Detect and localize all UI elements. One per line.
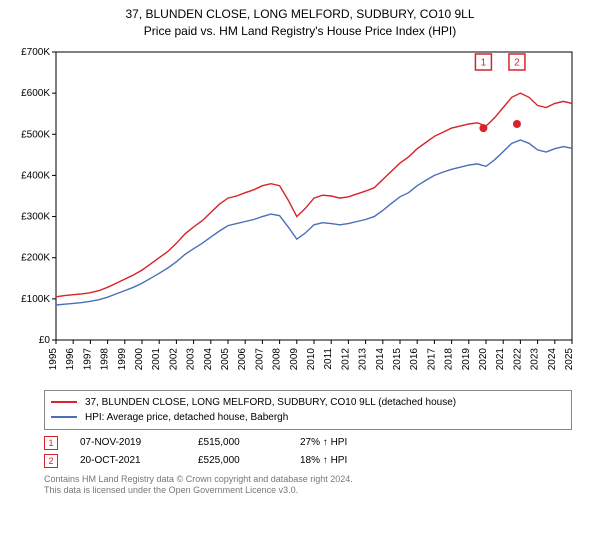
license-line2: This data is licensed under the Open Gov…	[44, 485, 572, 497]
x-tick-label: 2020	[478, 347, 489, 370]
x-tick-label: 2023	[530, 347, 541, 370]
sale-price: £515,000	[198, 437, 278, 448]
sale-price: £525,000	[198, 455, 278, 466]
x-tick-label: 2007	[254, 347, 265, 370]
x-tick-label: 2015	[392, 347, 403, 370]
sale-row-1: 2 20-OCT-2021 £525,000 18% ↑ HPI	[44, 452, 572, 470]
x-tick-label: 2000	[134, 347, 145, 370]
x-tick-label: 1999	[117, 347, 128, 370]
chart-svg: £0 £100K £200K £300K £400K £500K £600K £700K 199…	[10, 44, 590, 384]
x-tick-label: 2017	[426, 347, 437, 370]
x-tick-label: 2014	[375, 347, 386, 370]
x-tick-label: 1995	[48, 347, 59, 370]
y-tick-label: £400K	[21, 170, 50, 181]
series-line-1	[56, 140, 572, 305]
sale-hpi: 18% ↑ HPI	[300, 455, 380, 466]
x-tick-label: 1996	[65, 347, 76, 370]
x-tick-label: 2009	[289, 347, 300, 370]
x-tick-label: 1997	[82, 347, 93, 370]
annotation-label-1: 2	[514, 57, 520, 68]
chart-titles: 37, BLUNDEN CLOSE, LONG MELFORD, SUDBURY…	[0, 0, 600, 40]
y-tick-label: £0	[39, 335, 51, 346]
sale-row-0: 1 07-NOV-2019 £515,000 27% ↑ HPI	[44, 434, 572, 452]
x-tick-label: 2001	[151, 347, 162, 370]
sale-date: 20-OCT-2021	[80, 455, 176, 466]
title-address: 37, BLUNDEN CLOSE, LONG MELFORD, SUDBURY…	[0, 6, 600, 23]
sale-date: 07-NOV-2019	[80, 437, 176, 448]
x-tick-label: 2010	[306, 347, 317, 370]
x-tick-label: 2018	[444, 347, 455, 370]
sale-point-0	[479, 124, 487, 132]
legend-row-1: HPI: Average price, detached house, Babe…	[51, 410, 565, 425]
legend-swatch	[51, 416, 77, 418]
y-tick-label: £500K	[21, 129, 50, 140]
title-subtitle: Price paid vs. HM Land Registry's House …	[0, 23, 600, 40]
x-tick-label: 2012	[340, 347, 351, 370]
sale-marker: 2	[44, 454, 58, 468]
x-tick-label: 2025	[564, 347, 575, 370]
x-tick-label: 2016	[409, 347, 420, 370]
x-tick-label: 2011	[323, 347, 334, 369]
legend-swatch	[51, 401, 77, 403]
legend-label: HPI: Average price, detached house, Babe…	[85, 410, 288, 425]
x-tick-label: 2008	[272, 347, 283, 370]
x-tick-label: 2003	[186, 347, 197, 370]
legend-row-0: 37, BLUNDEN CLOSE, LONG MELFORD, SUDBURY…	[51, 395, 565, 410]
sale-point-1	[513, 120, 521, 128]
x-tick-label: 2005	[220, 347, 231, 370]
sales-table: 1 07-NOV-2019 £515,000 27% ↑ HPI 2 20-OCT-202…	[44, 434, 572, 470]
y-tick-label: £600K	[21, 88, 50, 99]
chart-area: £0 £100K £200K £300K £400K £500K £600K £700K 199…	[10, 44, 590, 384]
x-tick-label: 2004	[203, 347, 214, 370]
x-tick-label: 2024	[547, 347, 558, 370]
y-tick-label: £200K	[21, 252, 50, 263]
x-tick-label: 2002	[168, 347, 179, 370]
plot-border	[56, 52, 572, 340]
x-tick-label: 2021	[495, 347, 506, 370]
y-tick-label: £700K	[21, 47, 50, 58]
x-tick-label: 2006	[237, 347, 248, 370]
x-tick-label: 1998	[100, 347, 111, 370]
y-tick-label: £100K	[21, 293, 50, 304]
legend: 37, BLUNDEN CLOSE, LONG MELFORD, SUDBURY…	[44, 390, 572, 430]
y-tick-label: £300K	[21, 211, 50, 222]
license-text: Contains HM Land Registry data © Crown c…	[44, 474, 572, 497]
series-line-0	[56, 93, 572, 297]
annotation-label-0: 1	[481, 57, 487, 68]
sale-hpi: 27% ↑ HPI	[300, 437, 380, 448]
x-tick-label: 2019	[461, 347, 472, 370]
x-tick-label: 2013	[358, 347, 369, 370]
legend-label: 37, BLUNDEN CLOSE, LONG MELFORD, SUDBURY…	[85, 395, 456, 410]
sale-marker: 1	[44, 436, 58, 450]
license-line1: Contains HM Land Registry data © Crown c…	[44, 474, 572, 486]
x-tick-label: 2022	[512, 347, 523, 370]
